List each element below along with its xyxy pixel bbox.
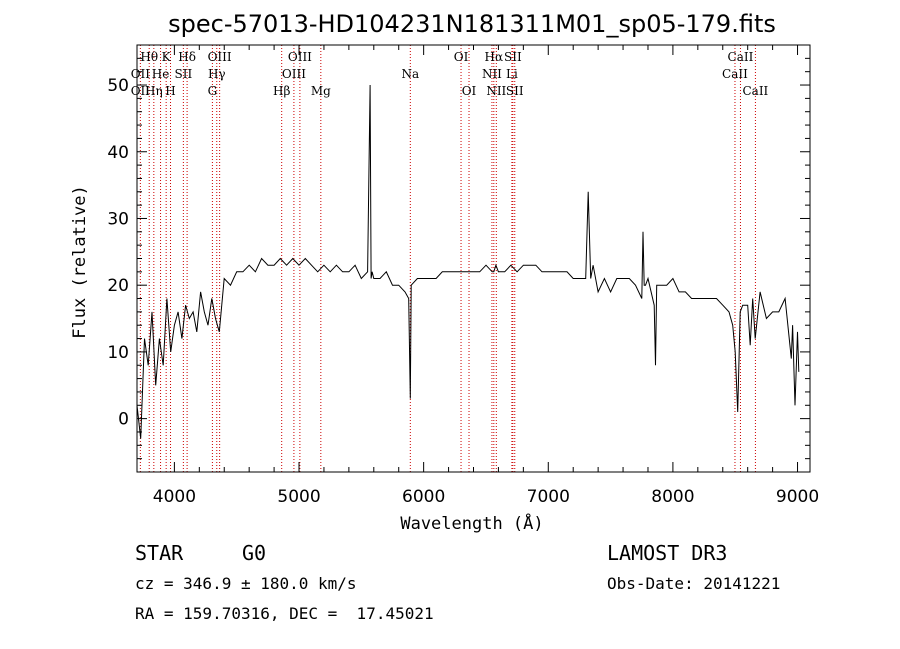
redshift-cz: cz = 346.9 ± 180.0 km/s <box>135 574 357 593</box>
line-label-10: Hγ <box>208 67 226 81</box>
line-label-1: OII <box>131 67 151 81</box>
x-tick-label: 9000 <box>776 487 819 507</box>
line-label-18: OI <box>462 84 477 98</box>
y-tick-label: 50 <box>107 76 129 96</box>
line-label-24: SII <box>506 84 524 98</box>
x-tick-label: 5000 <box>277 487 320 507</box>
line-label-6: H <box>165 84 175 98</box>
line-label-26: CaII <box>722 67 748 81</box>
line-label-12: OIII <box>288 50 312 64</box>
line-label-19: Hα <box>485 50 504 64</box>
plot-frame <box>136 44 811 473</box>
object-subclass: G0 <box>242 541 267 565</box>
line-label-14: Hβ <box>273 84 290 98</box>
y-tick-label: 30 <box>107 209 129 229</box>
line-label-2: OII <box>131 84 151 98</box>
y-tick-label: 0 <box>118 410 129 430</box>
chart-title: spec-57013-HD104231N181311M01_sp05-179.f… <box>168 10 776 38</box>
line-label-5: K <box>162 50 172 64</box>
obs-date: Obs-Date: 20141221 <box>607 574 781 593</box>
x-axis-ticks: 4000 5000 6000 7000 8000 9000 <box>153 45 819 507</box>
y-axis-label: Flux (relative) <box>70 185 90 339</box>
line-label-16: Na <box>401 67 419 81</box>
y-tick-label: 40 <box>107 143 129 163</box>
line-label-25: CaII <box>728 50 754 64</box>
line-label-22: SII <box>504 50 522 64</box>
line-label-9: OIII <box>208 50 232 64</box>
x-tick-label: 4000 <box>153 487 196 507</box>
line-label-3: He <box>152 67 170 81</box>
object-class: STAR <box>135 541 184 565</box>
line-label-0: Hθ <box>140 50 158 64</box>
line-label-20: NII <box>482 67 502 81</box>
line-label-21: NII <box>486 84 506 98</box>
line-label-27: CaII <box>742 84 768 98</box>
x-tick-label: 6000 <box>402 487 445 507</box>
x-tick-label: 8000 <box>651 487 694 507</box>
y-axis-ticks: 0 10 20 30 40 50 <box>107 57 810 460</box>
line-label-17: OI <box>454 50 469 64</box>
x-tick-label: 7000 <box>527 487 570 507</box>
line-label-7: Hδ <box>178 50 196 64</box>
spectrum-line <box>136 84 800 439</box>
line-label-11: G <box>208 84 218 98</box>
line-label-4: Hη <box>145 84 163 98</box>
y-tick-label: 10 <box>107 343 129 363</box>
spectral-line-markers <box>139 45 756 472</box>
x-axis-label: Wavelength (Å) <box>400 512 543 534</box>
ra-dec-coords: RA = 159.70316, DEC = 17.45021 <box>135 604 434 623</box>
line-label-13: OIII <box>282 67 306 81</box>
survey-name: LAMOST DR3 <box>607 541 728 565</box>
line-label-8: SII <box>175 67 193 81</box>
line-label-23: Li <box>506 67 518 81</box>
line-label-15: Mg <box>311 84 331 98</box>
y-tick-label: 20 <box>107 276 129 296</box>
